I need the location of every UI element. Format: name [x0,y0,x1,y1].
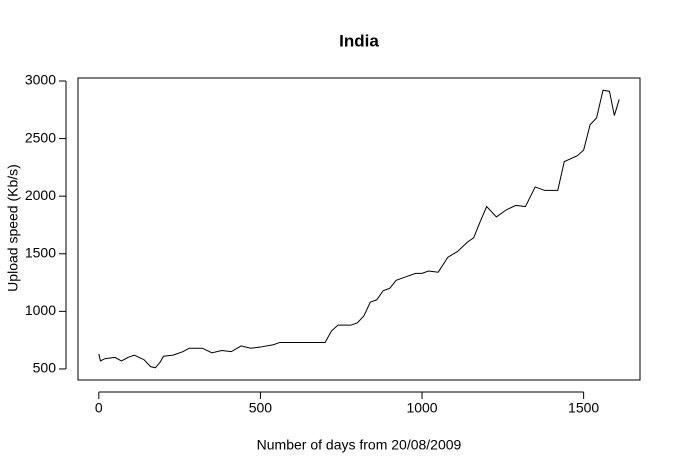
y-tick-label: 500 [33,360,57,376]
y-tick-label: 1000 [25,302,56,318]
y-tick-label: 3000 [25,72,56,88]
y-axis-label: Upload speed (Kb/s) [5,164,21,292]
y-tick-label: 2000 [25,187,56,203]
x-tick-label: 0 [95,400,103,416]
x-tick-label: 1000 [406,400,437,416]
chart-title: India [339,31,379,50]
plot-box [77,77,641,381]
x-axis-label: Number of days from 20/08/2009 [257,437,462,453]
y-tick-label: 1500 [25,244,56,260]
x-tick-label: 1500 [568,400,599,416]
y-tick-label: 2500 [25,129,56,145]
data-line [98,89,620,369]
x-tick-label: 500 [249,400,273,416]
